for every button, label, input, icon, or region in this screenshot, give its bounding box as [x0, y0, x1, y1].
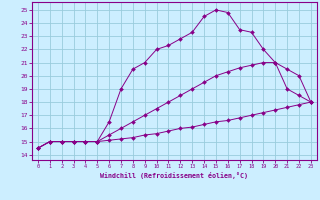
X-axis label: Windchill (Refroidissement éolien,°C): Windchill (Refroidissement éolien,°C): [100, 172, 248, 179]
